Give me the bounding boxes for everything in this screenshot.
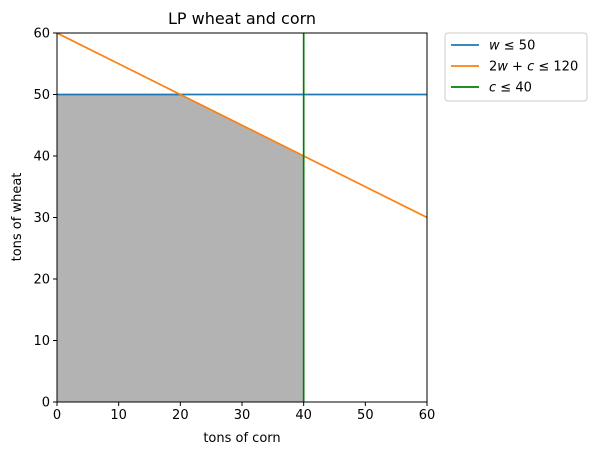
x-tick-label: 10 [110,408,127,423]
y-tick-label: 30 [33,211,50,226]
y-tick-label: 0 [42,396,50,411]
legend: w ≤ 50 2w + c ≤ 120 c ≤ 40 [444,32,588,102]
legend-frame [444,32,588,102]
x-tick-label: 50 [357,408,374,423]
feasible-region [57,94,304,402]
y-tick-label: 10 [33,334,50,349]
y-axis-label: tons of wheat [10,173,25,262]
series-line-1 [57,33,427,219]
legend-label-0: w ≤ 50 [489,39,535,54]
chart-title: LP wheat and corn [168,9,316,28]
x-tick-label: 60 [419,408,436,423]
x-tick-label: 40 [295,408,312,423]
legend-label-2: c ≤ 40 [489,81,532,96]
y-tick-label: 20 [33,273,50,288]
y-tick-label: 50 [33,88,50,103]
y-tick-label: 60 [33,27,50,42]
x-tick-label: 0 [53,408,61,423]
legend-label-1: 2w + c ≤ 120 [489,60,578,75]
y-tick-label: 40 [33,150,50,165]
x-tick-label: 30 [234,408,251,423]
x-axis-label: tons of corn [203,431,280,446]
x-tick-label: 20 [172,408,189,423]
